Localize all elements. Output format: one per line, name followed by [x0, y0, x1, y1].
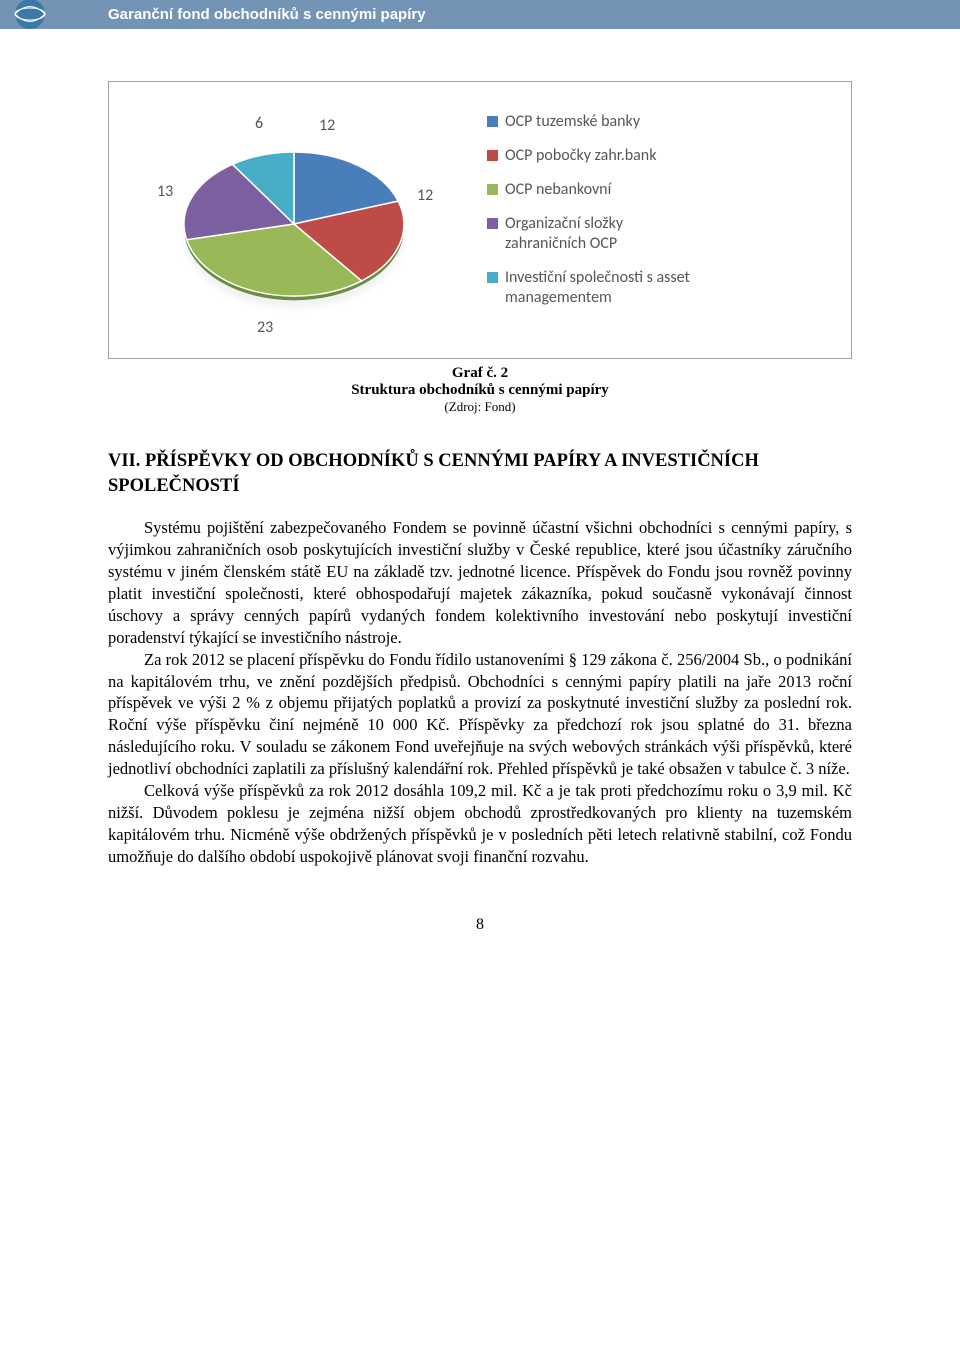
page-header-title: Garanční fond obchodníků s cennými papír… [108, 6, 426, 23]
caption-title: Struktura obchodníků s cennými papíry [108, 382, 852, 399]
caption-source: (Zdroj: Fond) [108, 399, 852, 415]
legend-label: Investiční společnosti s asset managemen… [505, 268, 705, 308]
page-number: 8 [108, 916, 852, 934]
legend-item: Investiční společnosti s asset managemen… [487, 268, 705, 308]
body-paragraph: Systému pojištění zabezpečovaného Fondem… [108, 517, 852, 649]
legend-swatch [487, 116, 498, 127]
legend-label: Organizační složky zahraničních OCP [505, 214, 705, 254]
page-header: Garanční fond obchodníků s cennými papír… [0, 0, 960, 29]
pie-data-label: 13 [157, 182, 173, 201]
page-body: 6 12 13 12 23 OCP tuzemské banky OCP pob… [0, 81, 960, 974]
legend-item: OCP nebankovní [487, 180, 705, 200]
chart-legend: OCP tuzemské banky OCP pobočky zahr.bank… [487, 104, 705, 322]
pie-data-label: 23 [257, 318, 273, 337]
body-paragraph: Celková výše příspěvků za rok 2012 dosáh… [108, 780, 852, 868]
pie-chart-container: 6 12 13 12 23 OCP tuzemské banky OCP pob… [108, 81, 852, 359]
pie-chart: 6 12 13 12 23 [129, 104, 459, 344]
caption-number: Graf č. 2 [108, 365, 852, 382]
section-heading: VII. PŘÍSPĚVKY OD OBCHODNÍKŮ S CENNÝMI P… [108, 449, 852, 499]
pie-data-label: 12 [319, 116, 335, 135]
legend-label: OCP tuzemské banky [505, 112, 640, 132]
chart-caption: Graf č. 2 Struktura obchodníků s cennými… [108, 365, 852, 415]
pie-data-label: 6 [255, 114, 263, 133]
legend-item: Organizační složky zahraničních OCP [487, 214, 705, 254]
pie-data-label: 12 [417, 186, 433, 205]
body-paragraph: Za rok 2012 se placení příspěvku do Fond… [108, 649, 852, 781]
legend-swatch [487, 218, 498, 229]
legend-item: OCP pobočky zahr.bank [487, 146, 705, 166]
legend-item: OCP tuzemské banky [487, 112, 705, 132]
legend-label: OCP nebankovní [505, 180, 611, 200]
legend-swatch [487, 272, 498, 283]
legend-swatch [487, 184, 498, 195]
globe-icon [12, 0, 48, 32]
legend-label: OCP pobočky zahr.bank [505, 146, 656, 166]
legend-swatch [487, 150, 498, 161]
